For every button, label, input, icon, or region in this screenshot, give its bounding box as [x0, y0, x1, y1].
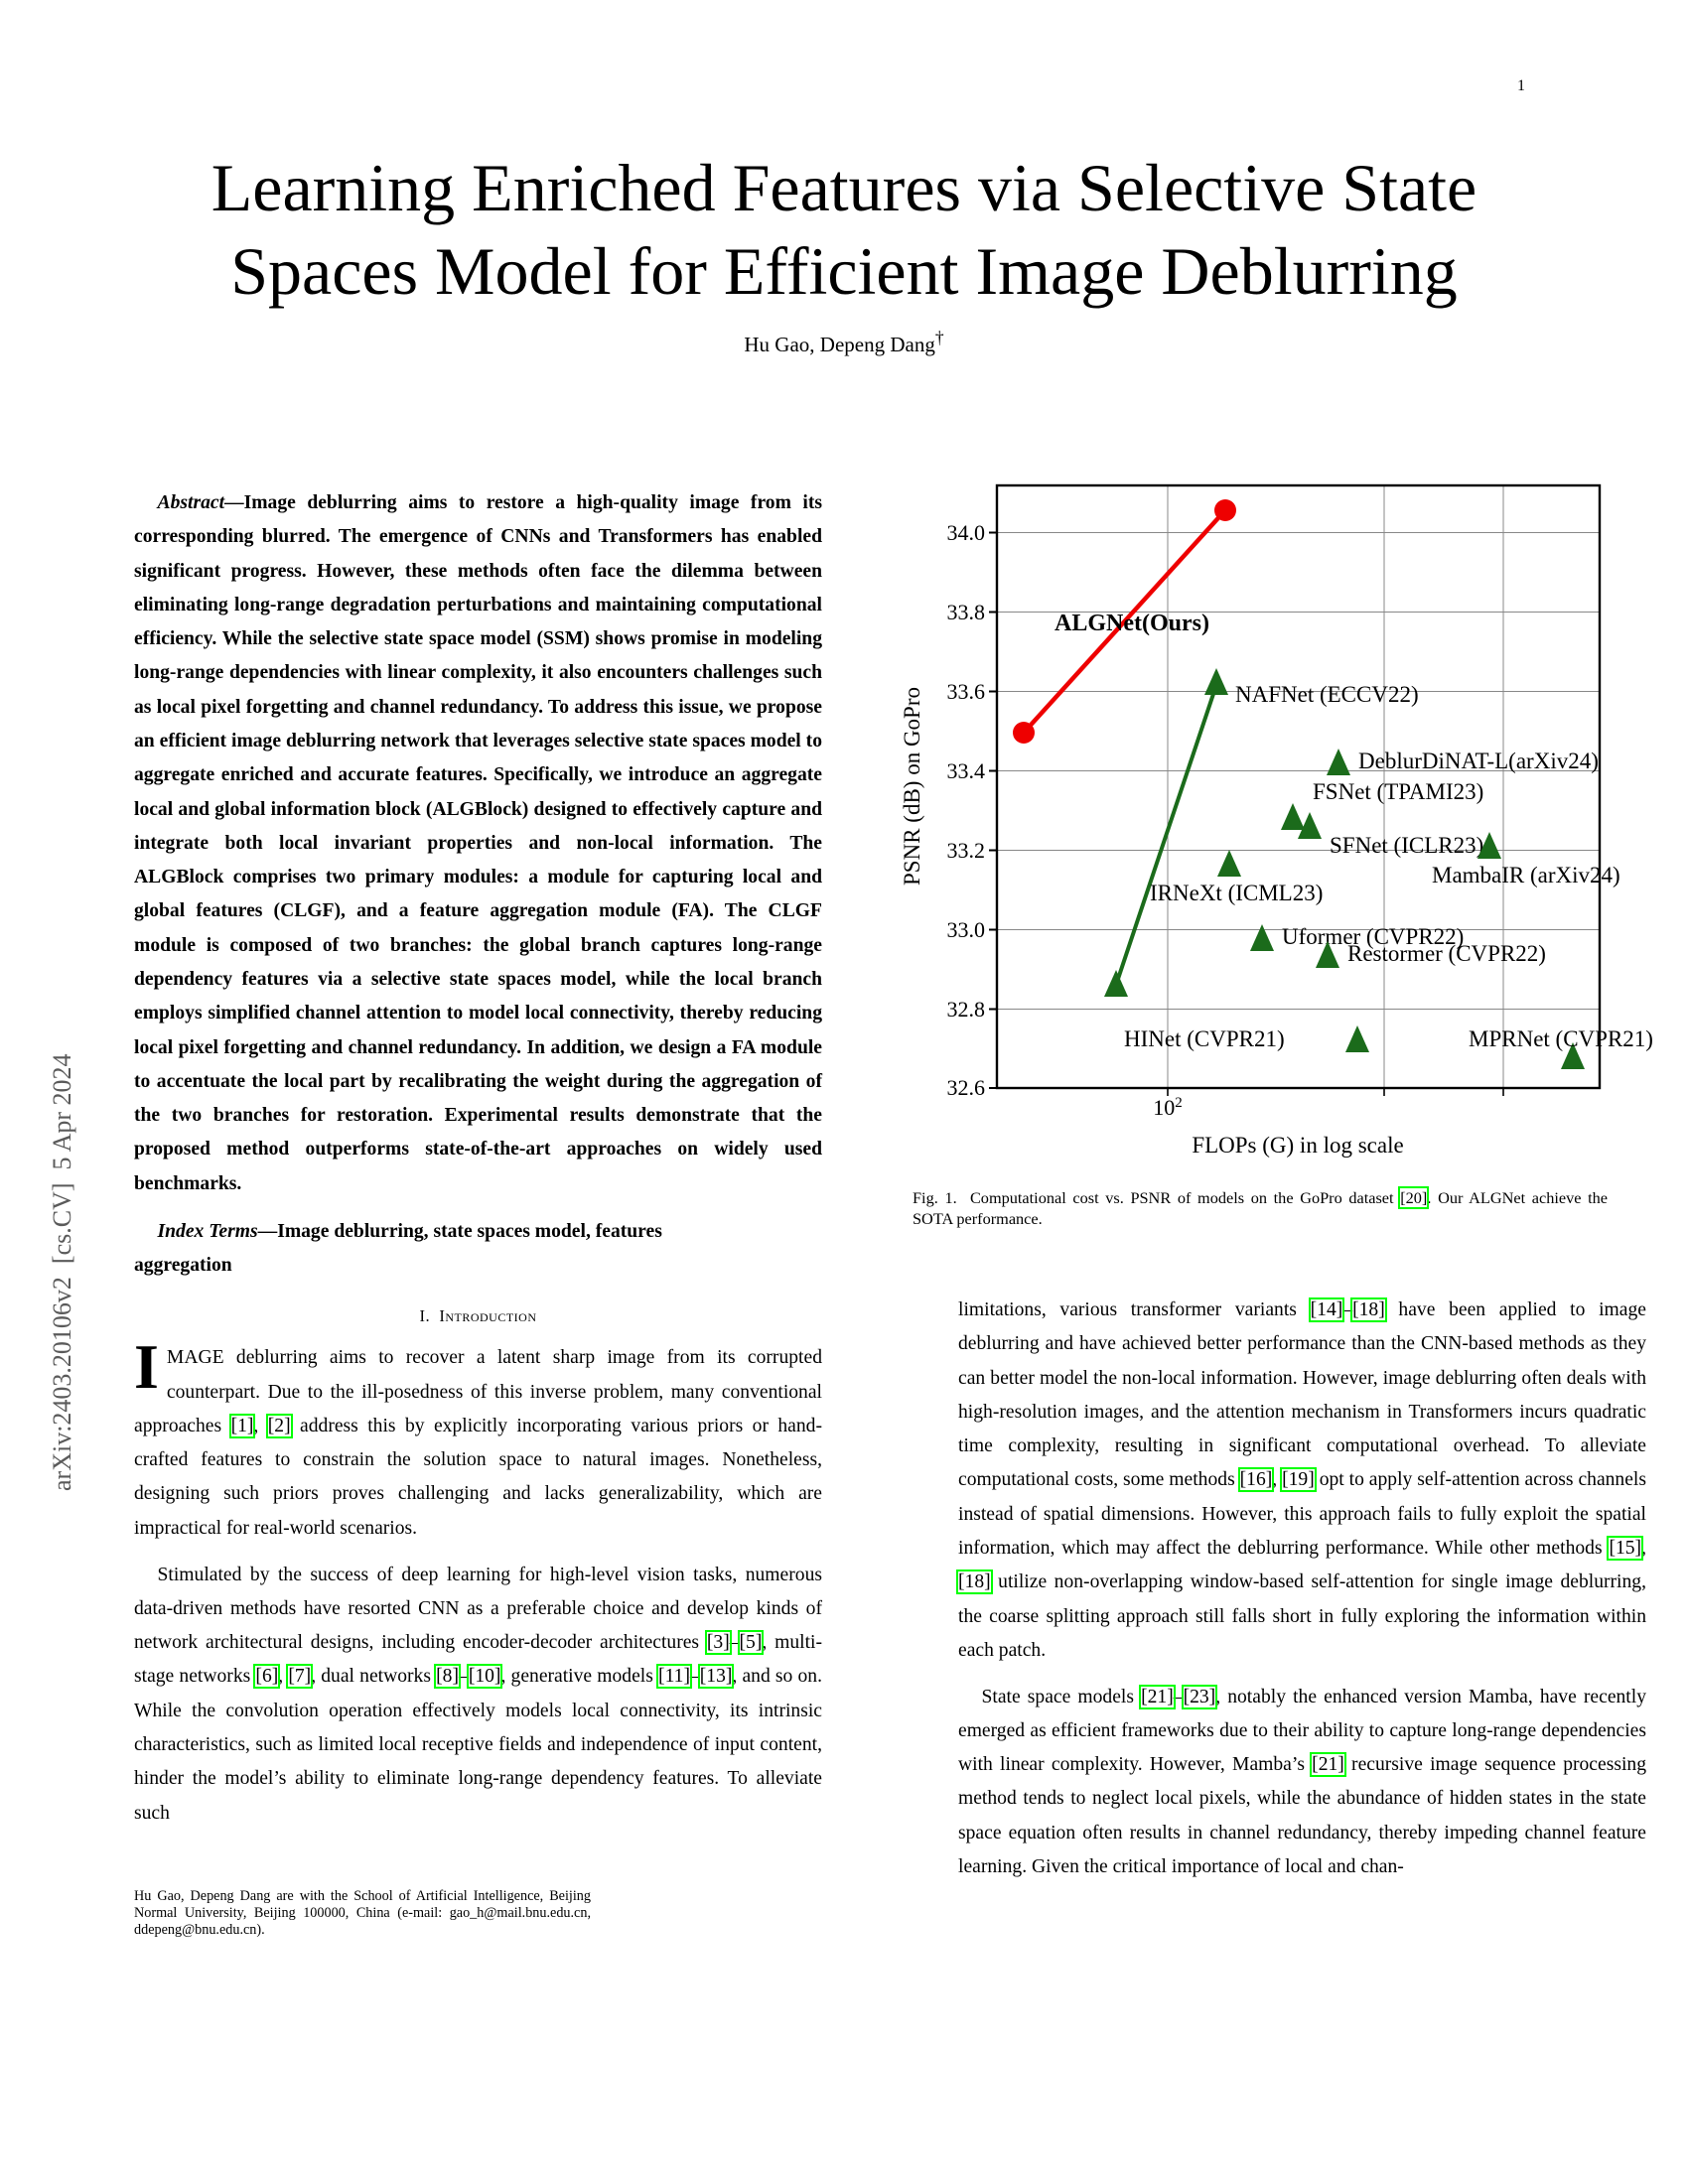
svg-text:34.0: 34.0: [947, 520, 986, 545]
svg-text:33.0: 33.0: [947, 917, 986, 942]
svg-text:NAFNet (ECCV22): NAFNet (ECCV22): [1235, 682, 1419, 707]
svg-text:Restormer (CVPR22): Restormer (CVPR22): [1347, 941, 1546, 966]
svg-text:MambaIR (arXiv24): MambaIR (arXiv24): [1432, 863, 1620, 887]
svg-text:33.8: 33.8: [947, 600, 986, 624]
svg-text:33.2: 33.2: [947, 838, 986, 863]
svg-text:102: 102: [1153, 1095, 1183, 1120]
svg-text:MPRNet (CVPR21): MPRNet (CVPR21): [1469, 1026, 1653, 1051]
svg-text:IRNeXt (ICML23): IRNeXt (ICML23): [1150, 881, 1323, 905]
svg-text:32.6: 32.6: [947, 1075, 986, 1100]
svg-text:FLOPs (G) in log scale: FLOPs (G) in log scale: [1192, 1133, 1403, 1158]
svg-text:FSNet (TPAMI23): FSNet (TPAMI23): [1313, 779, 1483, 804]
svg-text:33.4: 33.4: [947, 758, 986, 783]
svg-text:SFNet (ICLR23): SFNet (ICLR23): [1330, 833, 1483, 858]
svg-text:32.8: 32.8: [947, 997, 986, 1022]
svg-text:33.6: 33.6: [947, 679, 986, 704]
svg-text:DeblurDiNAT-L(arXiv24): DeblurDiNAT-L(arXiv24): [1358, 749, 1599, 773]
svg-text:HINet (CVPR21): HINet (CVPR21): [1124, 1026, 1285, 1051]
svg-text:PSNR (dB) on GoPro: PSNR (dB) on GoPro: [900, 687, 924, 886]
svg-text:ALGNet(Ours): ALGNet(Ours): [1055, 611, 1209, 636]
